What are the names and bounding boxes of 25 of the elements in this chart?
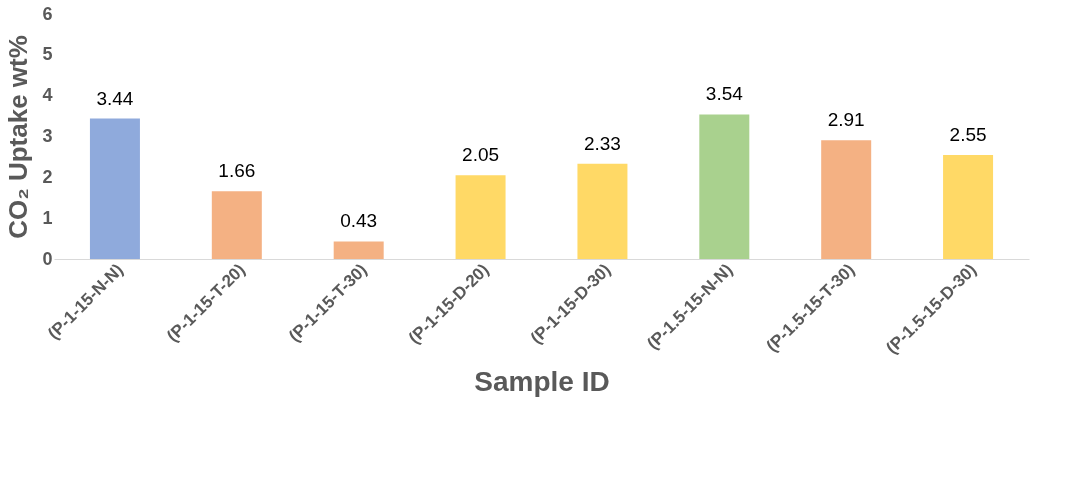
y-tick-label: 2 xyxy=(42,166,53,187)
data-label: 3.54 xyxy=(705,83,744,105)
y-axis-title: CO₂ Uptake wt% xyxy=(3,35,34,239)
data-label: 0.43 xyxy=(340,210,378,232)
bar xyxy=(89,118,140,259)
data-label: 2.33 xyxy=(583,132,621,154)
bar xyxy=(455,175,506,259)
y-tick-label: 0 xyxy=(42,248,53,269)
y-tick-label: 6 xyxy=(42,3,53,24)
data-label: 2.91 xyxy=(827,109,865,131)
y-tick-label: 1 xyxy=(42,207,53,228)
bar xyxy=(943,154,994,259)
bar xyxy=(577,163,628,259)
bar xyxy=(699,114,750,259)
y-tick-label: 3 xyxy=(42,126,53,146)
bar xyxy=(821,140,872,259)
x-axis-title: Sample ID xyxy=(474,365,610,397)
y-tick-label: 5 xyxy=(42,44,53,65)
bar xyxy=(211,191,262,259)
data-label: 3.44 xyxy=(96,87,134,109)
bar xyxy=(333,241,384,259)
y-tick-label: 4 xyxy=(42,85,53,106)
data-label: 1.66 xyxy=(218,160,256,182)
data-label: 2.55 xyxy=(949,123,987,145)
data-label: 2.05 xyxy=(462,144,500,166)
